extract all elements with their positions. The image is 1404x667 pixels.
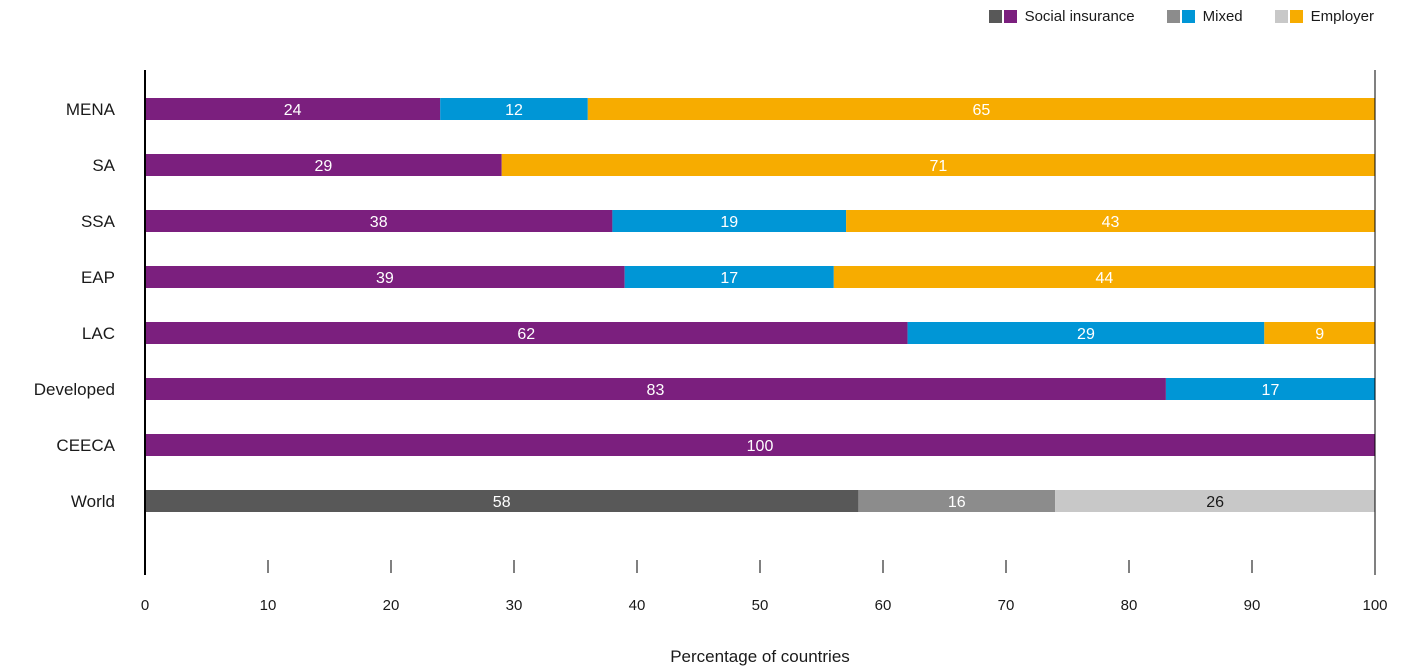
bar-segment — [587, 98, 1375, 120]
x-tick-label: 0 — [141, 597, 149, 614]
bar-segment — [1055, 490, 1375, 512]
data-label: 26 — [1206, 494, 1224, 511]
data-label: 58 — [493, 494, 511, 511]
data-label: 17 — [720, 270, 738, 287]
bar-segment — [612, 210, 847, 232]
bar-segment — [145, 490, 859, 512]
data-label: 83 — [647, 382, 665, 399]
legend-swatch-regional — [1181, 10, 1195, 23]
bar-segment — [440, 98, 588, 120]
bar-segment — [1264, 322, 1375, 344]
legend-label: Mixed — [1202, 8, 1243, 25]
chart-legend: Social insurance Mixed Employer — [988, 8, 1374, 25]
data-label: 24 — [284, 102, 302, 119]
legend-label: Social insurance — [1024, 8, 1135, 25]
data-label: 43 — [1102, 214, 1120, 231]
data-label: 29 — [1077, 326, 1095, 343]
bar-segment — [858, 490, 1056, 512]
bar-segment — [145, 322, 908, 344]
bar-segment — [145, 98, 441, 120]
legend-item-mixed: Mixed — [1166, 8, 1243, 25]
bar-segment — [145, 434, 1375, 456]
data-label: 9 — [1315, 326, 1324, 343]
category-label: CEECA — [56, 436, 115, 455]
x-tick-label: 60 — [875, 597, 892, 614]
category-label: Developed — [34, 380, 115, 399]
category-label: SSA — [81, 212, 116, 231]
legend-swatch-world — [988, 10, 1002, 23]
bar-segment — [145, 378, 1166, 400]
data-label: 12 — [505, 102, 523, 119]
legend-swatch-pair — [1166, 10, 1195, 23]
legend-item-social-insurance: Social insurance — [988, 8, 1135, 25]
bar-segment — [501, 154, 1375, 176]
category-label: EAP — [81, 268, 115, 287]
category-label: World — [71, 492, 115, 511]
legend-swatch-pair — [1274, 10, 1303, 23]
legend-swatch-world — [1274, 10, 1288, 23]
data-label: 16 — [948, 494, 966, 511]
legend-label: Employer — [1310, 8, 1374, 25]
data-label: 62 — [517, 326, 535, 343]
bar-segment — [907, 322, 1265, 344]
x-tick-label: 10 — [260, 597, 277, 614]
category-label: MENA — [66, 100, 116, 119]
data-label: 71 — [929, 158, 947, 175]
x-tick-label: 20 — [383, 597, 400, 614]
data-label: 19 — [720, 214, 738, 231]
bar-segment — [145, 154, 502, 176]
bar-segment — [145, 210, 613, 232]
data-label: 38 — [370, 214, 388, 231]
bar-segment — [624, 266, 834, 288]
legend-item-employer: Employer — [1274, 8, 1374, 25]
data-label: 44 — [1096, 270, 1114, 287]
data-label: 17 — [1262, 382, 1280, 399]
x-axis-title: Percentage of countries — [670, 647, 850, 666]
x-tick-label: 90 — [1244, 597, 1261, 614]
x-tick-label: 40 — [629, 597, 646, 614]
bar-segment — [846, 210, 1375, 232]
x-tick-label: 50 — [752, 597, 769, 614]
data-label: 65 — [973, 102, 991, 119]
legend-swatch-world — [1166, 10, 1180, 23]
bar-segment — [1165, 378, 1375, 400]
x-tick-label: 30 — [506, 597, 523, 614]
category-label: LAC — [82, 324, 115, 343]
x-tick-label: 100 — [1362, 597, 1387, 614]
data-label: 39 — [376, 270, 394, 287]
legend-swatch-regional — [1003, 10, 1017, 23]
bar-segment — [833, 266, 1375, 288]
bar-segment — [145, 266, 625, 288]
legend-swatch-pair — [988, 10, 1017, 23]
legend-swatch-regional — [1289, 10, 1303, 23]
data-label: 29 — [314, 158, 332, 175]
x-tick-label: 80 — [1121, 597, 1138, 614]
category-label: SA — [92, 156, 115, 175]
x-tick-label: 70 — [998, 597, 1015, 614]
data-label: 100 — [747, 438, 774, 455]
